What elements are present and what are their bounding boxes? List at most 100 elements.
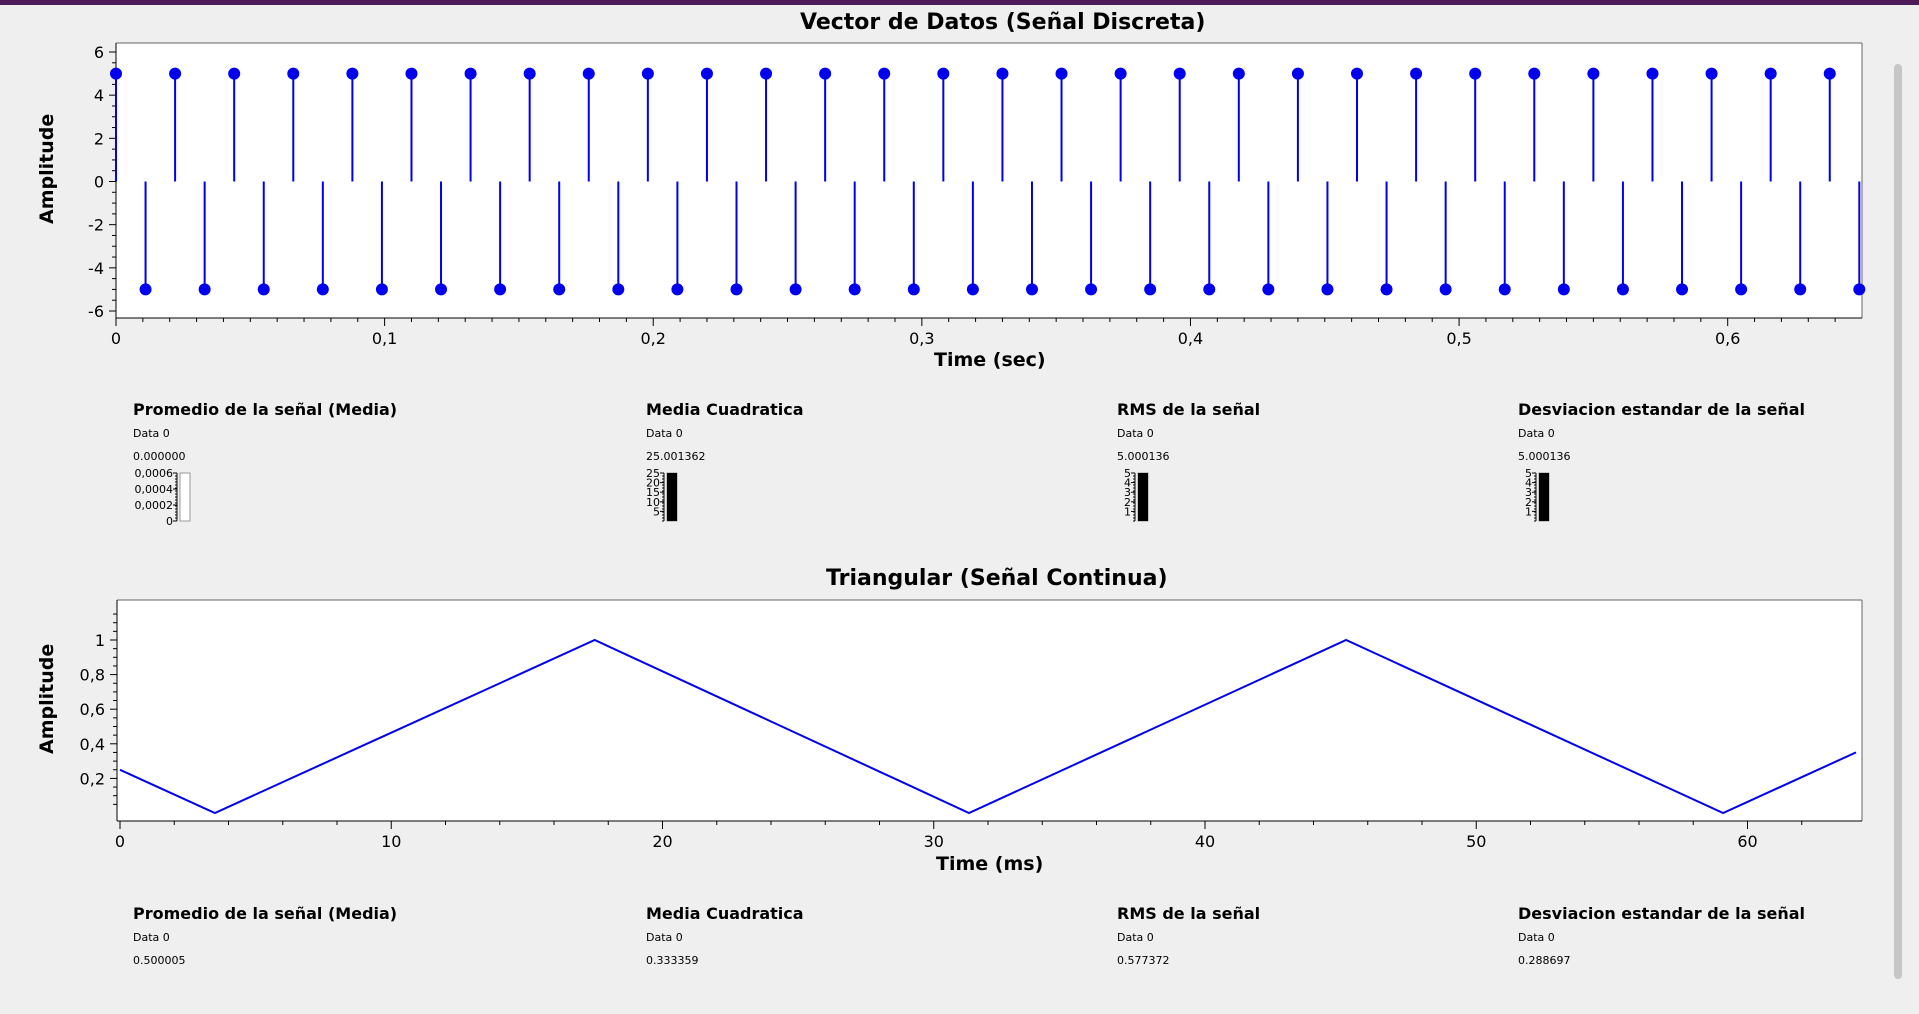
stem-marker (1173, 67, 1186, 80)
gauge-tick-label: 5 (653, 505, 660, 518)
y-tick-label: 4 (94, 86, 104, 105)
stat-series-label: Data 0 (133, 427, 170, 440)
y-tick-label: 0,2 (80, 769, 105, 788)
stat-title: RMS de la señal (1117, 904, 1261, 923)
stem-marker (405, 67, 418, 80)
stem-marker (346, 67, 359, 80)
stem-marker (1025, 283, 1038, 296)
stat-series-label: Data 0 (1117, 427, 1154, 440)
stem-marker (523, 67, 536, 80)
y-tick-label: -2 (88, 216, 104, 235)
stem-marker (671, 283, 684, 296)
stem-marker (464, 67, 477, 80)
stat-mean-square-continuous: Media Cuadratica Data 0 0.333359 (646, 904, 966, 1014)
gauge-tick-label: 2 (1124, 496, 1131, 509)
stat-title: Promedio de la señal (Media) (133, 904, 398, 923)
stem-marker (1646, 67, 1659, 80)
x-tick-label: 60 (1737, 832, 1757, 851)
stem-marker (169, 67, 182, 80)
stem-marker (582, 67, 595, 80)
x-tick-label: 30 (924, 832, 944, 851)
gauge-tick-label: 2 (1525, 496, 1532, 509)
gauge-tick-label: 4 (1525, 477, 1532, 490)
gauge-tick-label: 15 (646, 486, 660, 499)
stat-std-discrete: Desviacion estandar de la señal Data 0 5… (1518, 400, 1838, 522)
x-tick-label: 40 (1195, 832, 1215, 851)
vertical-scrollbar[interactable] (1894, 64, 1902, 979)
stat-mean-continuous: Promedio de la señal (Media) Data 0 0.50… (133, 904, 453, 1014)
gauge-tick-label: 0,0002 (135, 499, 174, 512)
y-tick-label: 6 (94, 43, 104, 62)
gauge-fill (1539, 473, 1549, 521)
stem-marker (1823, 67, 1836, 80)
stem-marker (316, 283, 329, 296)
x-tick-label: 0 (111, 329, 121, 348)
gauge-tick-label: 3 (1525, 486, 1532, 499)
stem-marker (110, 67, 122, 80)
window-top-bar (0, 0, 1919, 5)
stem-marker (966, 283, 979, 296)
stem-marker (1085, 283, 1098, 296)
x-tick-label: 50 (1466, 832, 1486, 851)
stat-value: 0.577372 (1117, 954, 1170, 967)
stat-std-continuous: Desviacion estandar de la señal Data 0 0… (1518, 904, 1838, 1014)
level-gauge: 0,0006 0,0004 0,0002 0 (135, 467, 191, 528)
stem-marker (1616, 283, 1629, 296)
stem-marker (1735, 283, 1748, 296)
stat-value: 5.000136 (1518, 450, 1571, 463)
stem-marker (287, 67, 300, 80)
stem-marker (198, 283, 211, 296)
stem-marker (375, 283, 388, 296)
y-tick-label: -6 (88, 302, 104, 321)
stat-value: 0.333359 (646, 954, 699, 967)
stem-marker (1203, 283, 1216, 296)
x-tick-label: 20 (652, 832, 672, 851)
stem-marker (700, 67, 713, 80)
gauge-tick-label: 5 (1124, 467, 1131, 480)
stem-marker (1262, 283, 1275, 296)
stem-marker (494, 283, 507, 296)
stem-marker (612, 283, 625, 296)
stem-marker (1764, 67, 1777, 80)
stem-marker (435, 283, 448, 296)
plot-area (117, 600, 1862, 821)
stem-marker (1114, 67, 1127, 80)
stat-value: 0.500005 (133, 954, 186, 967)
stat-rms-continuous: RMS de la señal Data 0 0.577372 (1117, 904, 1437, 1014)
continuous-chart-title: Triangular (Señal Continua) (826, 566, 1168, 591)
stem-marker (641, 67, 654, 80)
stat-title: RMS de la señal (1117, 400, 1261, 419)
stem-marker (1291, 67, 1304, 80)
gauge-fill (1138, 473, 1148, 521)
discrete-chart: 6 4 2 0 -2 -4 -6 0 0,1 0,2 0,3 0,4 0,5 0,6 (88, 42, 1866, 348)
gauge-tick-label: 5 (1525, 467, 1532, 480)
stat-mean-discrete: Promedio de la señal (Media) Data 0 0.00… (133, 400, 453, 528)
stem-marker (1557, 283, 1570, 296)
stat-title: Desviacion estandar de la señal (1518, 400, 1805, 419)
gauge-tick-label: 0 (166, 515, 173, 528)
stem-marker (907, 283, 920, 296)
x-tick-label: 10 (381, 832, 401, 851)
gauge-tick-label: 0,0006 (135, 467, 174, 480)
stat-title: Desviacion estandar de la señal (1518, 904, 1805, 923)
stat-mean-square-discrete: Media Cuadratica Data 0 25.001362 25 20 15… (646, 400, 966, 522)
gauge-tick-label: 25 (646, 467, 660, 480)
triangle-wave-line (119, 638, 1857, 815)
gauge-tick-label: 20 (646, 477, 660, 490)
stem-marker (1232, 67, 1245, 80)
y-tick-label: 0,6 (80, 700, 105, 719)
stem-marker (1853, 283, 1866, 296)
stem-marker (996, 67, 1009, 80)
stat-title: Promedio de la señal (Media) (133, 400, 398, 419)
stat-series-label: Data 0 (646, 931, 683, 944)
x-tick-label: 0,4 (1178, 329, 1203, 348)
stat-series-label: Data 0 (133, 931, 170, 944)
y-tick-label: 1 (95, 631, 105, 650)
discrete-chart-title: Vector de Datos (Señal Discreta) (800, 10, 1206, 35)
discrete-chart-xlabel: Time (sec) (934, 349, 1046, 371)
stat-series-label: Data 0 (1518, 931, 1555, 944)
